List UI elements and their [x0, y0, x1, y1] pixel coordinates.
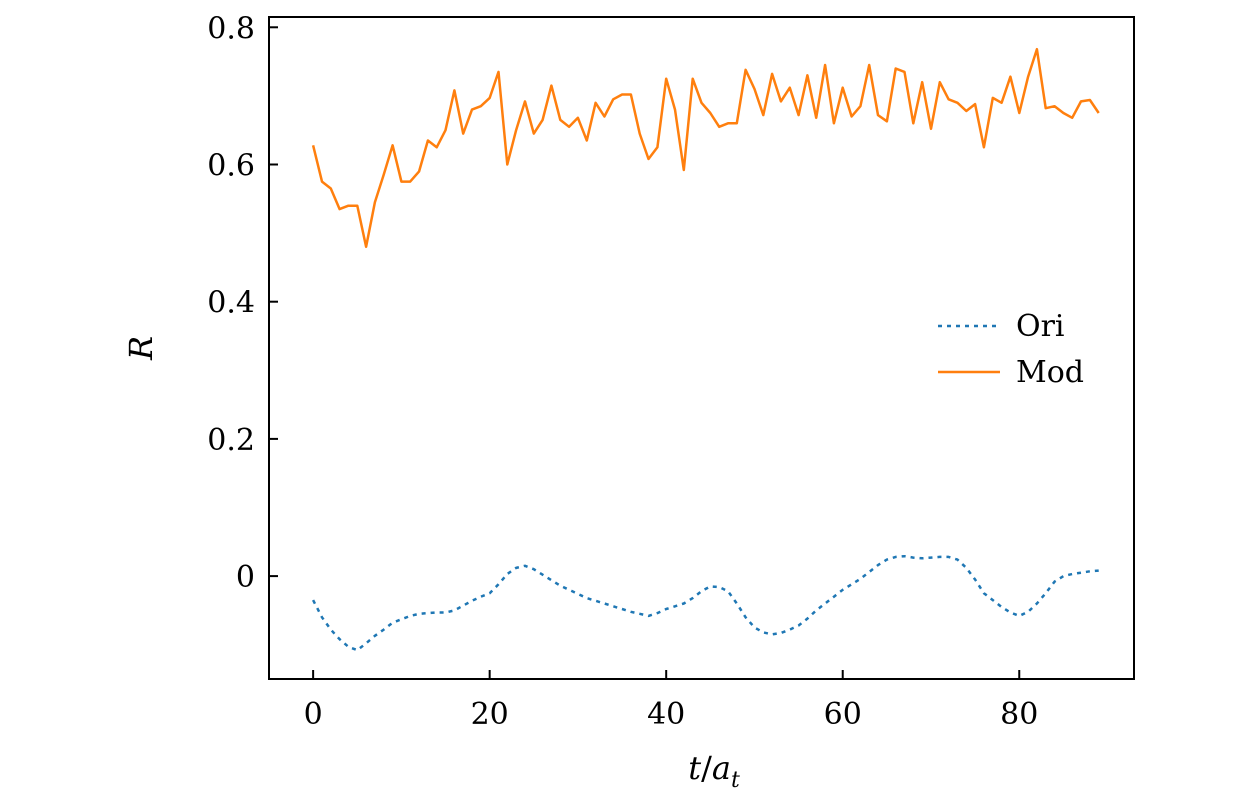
x-tick-label-1: 20	[471, 697, 509, 732]
x-tick-label-2: 40	[647, 697, 685, 732]
plot-frame	[268, 16, 1135, 680]
y-tick-label-3: 0.6	[207, 148, 255, 183]
series-layer	[311, 47, 1100, 652]
x-tick-label-4: 80	[1000, 697, 1038, 732]
y-axis-label: R	[122, 336, 160, 361]
legend-label-mod: Mod	[1016, 355, 1084, 390]
x-tick-label-0: 0	[304, 697, 323, 732]
ticks: 0 20 40 60 80 0 0.2 0.4 0.6 0.8	[207, 11, 1038, 732]
x-axis-label-sym: a	[712, 749, 731, 787]
y-tick-label-0: 0	[236, 560, 255, 595]
x-axis-label-sub: t	[731, 768, 740, 793]
x-axis-label-main: t	[688, 749, 701, 787]
y-tick-label-4: 0.8	[207, 11, 255, 46]
series-line-ori	[311, 554, 1099, 652]
y-tick-label-2: 0.4	[207, 286, 255, 321]
series-line-mod	[311, 47, 1100, 249]
legend-label-ori: Ori	[1016, 309, 1065, 344]
x-tick-label-3: 60	[824, 697, 862, 732]
x-axis-label: t/at	[688, 749, 740, 793]
x-axis-label-sep: /	[701, 749, 712, 787]
y-tick-label-1: 0.2	[207, 423, 255, 458]
legend: Ori Mod	[938, 309, 1084, 390]
